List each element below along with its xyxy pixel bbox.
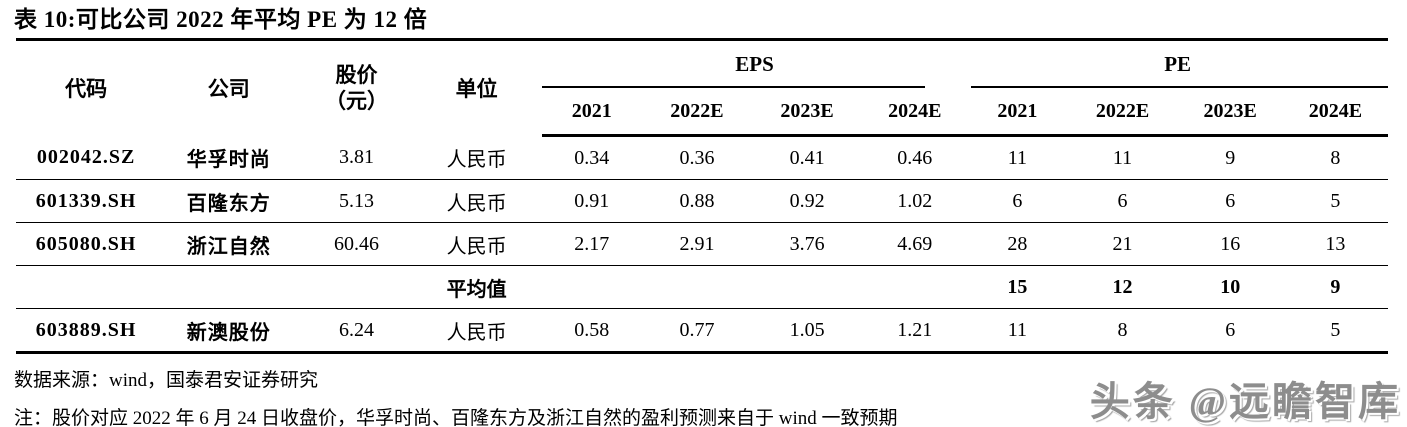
cell-pe-2023e: 6: [1177, 308, 1283, 354]
header-price-line2: （元）: [324, 89, 388, 114]
table-title: 表 10:可比公司 2022 年平均 PE 为 12 倍: [14, 7, 428, 32]
table-footer: 数据来源：wind，国泰君安证券研究 注：股价对应 2022 年 6 月 24 …: [14, 365, 1407, 427]
header-eps-2024e: 2024E: [862, 88, 968, 137]
cell-code: [16, 265, 157, 309]
header-group-row: 代码 公司 股价 （元） 单位 EPS PE: [16, 41, 1388, 113]
cell-eps-2023e: 0.92: [752, 179, 863, 223]
cell-eps-2022e: 2.91: [641, 222, 753, 266]
header-pe-2022e: 2022E: [1067, 88, 1178, 137]
table-row-zhejiang: 605080.SH 浙江自然 60.46 人民币 2.17 2.91 3.76 …: [16, 222, 1388, 266]
cell-pe-2024e: 9: [1282, 265, 1388, 309]
header-eps-2021: 2021: [541, 88, 642, 137]
cell-eps-2022e: [641, 265, 753, 309]
cell-pe-2021: 11: [967, 308, 1068, 354]
cell-eps-2024e: 1.21: [862, 308, 968, 354]
cell-eps-2022e: 0.36: [641, 135, 753, 180]
cell-pe-2021: 15: [967, 265, 1068, 309]
data-source-note: 数据来源：wind，国泰君安证券研究: [14, 370, 319, 391]
price-note: 注：股价对应 2022 年 6 月 24 日收盘价，华孚时尚、百隆东方及浙江自然…: [14, 408, 898, 427]
cell-code: 603889.SH: [16, 308, 157, 354]
cell-unit: 人民币: [411, 222, 542, 266]
cell-unit: 人民币: [411, 308, 542, 354]
table-row-average: 平均值 15 12 10 9: [16, 265, 1388, 309]
title-divider: [16, 38, 1388, 41]
cell-pe-2022e: 12: [1067, 265, 1178, 309]
header-eps-group: EPS: [541, 41, 968, 88]
cell-eps-2021: 0.34: [541, 135, 642, 180]
watermark-yuanzhan-zhiku: 头条 @远瞻智库: [1089, 379, 1401, 424]
cell-average-label: 平均值: [411, 265, 542, 309]
cell-company: 新澳股份: [156, 308, 302, 354]
cell-company: 华孚时尚: [156, 135, 302, 180]
cell-company: 百隆东方: [156, 179, 302, 223]
cell-code: 002042.SZ: [16, 135, 157, 180]
table-row-xinao: 603889.SH 新澳股份 6.24 人民币 0.58 0.77 1.05 1…: [16, 308, 1388, 354]
header-code: 代码: [65, 77, 108, 102]
cell-pe-2023e: 10: [1177, 265, 1283, 309]
cell-eps-2024e: [862, 265, 968, 309]
cell-eps-2023e: [752, 265, 863, 309]
cell-pe-2021: 11: [967, 135, 1068, 180]
cell-pe-2022e: 11: [1067, 135, 1178, 180]
cell-pe-2023e: 9: [1177, 135, 1283, 180]
cell-code: 601339.SH: [16, 179, 157, 223]
cell-pe-2023e: 16: [1177, 222, 1283, 266]
cell-eps-2023e: 3.76: [752, 222, 863, 266]
cell-code: 605080.SH: [16, 222, 157, 266]
cell-eps-2023e: 1.05: [752, 308, 863, 354]
cell-pe-2021: 6: [967, 179, 1068, 223]
cell-price: 3.81: [301, 135, 412, 180]
cell-price: 60.46: [301, 222, 412, 266]
header-pe-2024e: 2024E: [1282, 88, 1388, 137]
cell-eps-2021: 2.17: [541, 222, 642, 266]
cell-eps-2024e: 1.02: [862, 179, 968, 223]
header-eps-2022e: 2022E: [641, 88, 753, 137]
header-pe-2021: 2021: [967, 88, 1068, 137]
cell-unit: 人民币: [411, 179, 542, 223]
cell-eps-2024e: 4.69: [862, 222, 968, 266]
table-row-bailong: 601339.SH 百隆东方 5.13 人民币 0.91 0.88 0.92 1…: [16, 179, 1388, 223]
cell-price: 6.24: [301, 308, 412, 354]
header-pe-group: PE: [967, 41, 1388, 88]
cell-pe-2024e: 5: [1282, 179, 1388, 223]
header-eps-2023e: 2023E: [752, 88, 863, 137]
header-unit: 单位: [455, 77, 498, 102]
cell-eps-2021: [541, 265, 642, 309]
cell-eps-2022e: 0.77: [641, 308, 753, 354]
comparable-companies-table: 代码 公司 股价 （元） 单位 EPS PE 2021 2022E 2023E …: [16, 41, 1388, 354]
cell-pe-2021: 28: [967, 222, 1068, 266]
cell-pe-2022e: 6: [1067, 179, 1178, 223]
header-pe-2023e: 2023E: [1177, 88, 1283, 137]
header-years-row: 2021 2022E 2023E 2024E 2021 2022E 2023E …: [16, 88, 1388, 137]
cell-company: 浙江自然: [156, 222, 302, 266]
cell-pe-2022e: 8: [1067, 308, 1178, 354]
cell-unit: 人民币: [411, 135, 542, 180]
header-price: 股价 （元）: [301, 41, 411, 136]
cell-eps-2022e: 0.88: [641, 179, 753, 223]
table-row-huafu: 002042.SZ 华孚时尚 3.81 人民币 0.34 0.36 0.41 0…: [16, 135, 1388, 180]
cell-price: [301, 265, 412, 309]
cell-eps-2021: 0.91: [541, 179, 642, 223]
cell-company: [156, 265, 302, 309]
header-company: 公司: [207, 77, 250, 102]
cell-pe-2024e: 8: [1282, 135, 1388, 180]
cell-eps-2024e: 0.46: [862, 135, 968, 180]
cell-pe-2024e: 13: [1282, 222, 1388, 266]
cell-pe-2023e: 6: [1177, 179, 1283, 223]
cell-pe-2022e: 21: [1067, 222, 1178, 266]
cell-pe-2024e: 5: [1282, 308, 1388, 354]
header-price-line1: 股价: [335, 63, 378, 88]
cell-eps-2023e: 0.41: [752, 135, 863, 180]
cell-eps-2021: 0.58: [541, 308, 642, 354]
cell-price: 5.13: [301, 179, 412, 223]
